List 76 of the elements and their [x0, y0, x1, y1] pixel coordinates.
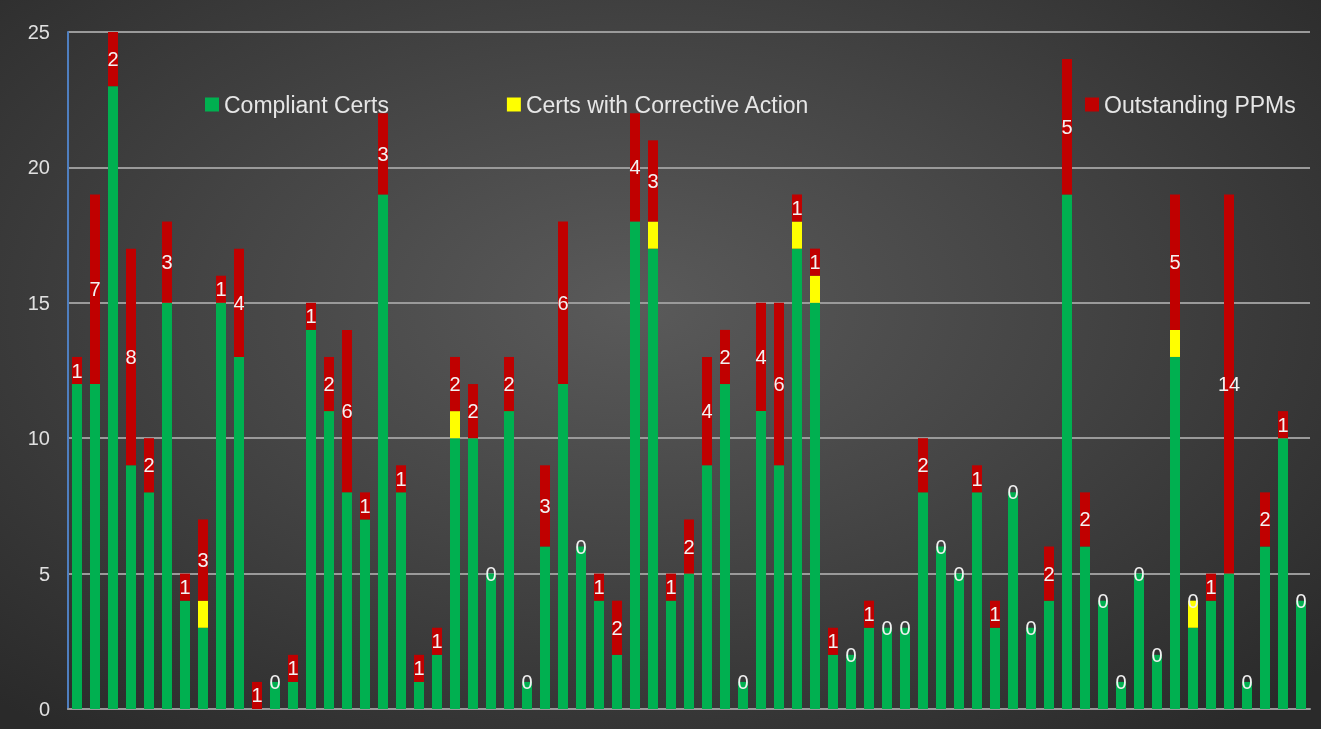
data-label: 1	[413, 657, 425, 680]
y-tick-label: 25	[27, 21, 50, 43]
data-label: 1	[827, 630, 839, 653]
data-label: 1	[971, 467, 983, 490]
data-label: 4	[701, 400, 713, 423]
data-label: 0	[845, 643, 857, 666]
data-label: 2	[611, 616, 623, 639]
data-label: 3	[647, 169, 659, 192]
y-tick-label: 10	[27, 427, 50, 450]
data-label: 6	[773, 373, 785, 396]
data-label: 1	[1277, 413, 1289, 436]
data-label: 0	[1025, 616, 1037, 639]
data-label: 2	[1079, 508, 1091, 531]
data-label: 7	[89, 278, 101, 301]
data-label: 0	[521, 670, 533, 693]
data-label: 0	[1151, 643, 1163, 666]
data-label: 2	[683, 535, 695, 558]
data-label: 2	[143, 454, 155, 477]
data-label: 2	[449, 373, 461, 396]
data-label: 2	[323, 373, 335, 396]
data-label: 2	[503, 373, 515, 396]
data-label: 2	[1043, 562, 1055, 585]
data-label: 1	[359, 494, 371, 517]
data-label: 0	[935, 535, 947, 558]
data-label: 2	[917, 454, 929, 477]
data-label: 1	[989, 603, 1001, 626]
data-label: 1	[791, 197, 803, 220]
data-label: 3	[197, 549, 209, 572]
data-label: 1	[215, 278, 227, 301]
data-label: 2	[107, 48, 119, 71]
data-label: 0	[737, 670, 749, 693]
y-tick-label: 5	[38, 562, 50, 585]
data-label: 6	[557, 291, 569, 314]
data-label: 0	[1241, 670, 1253, 693]
data-label: 1	[593, 576, 605, 599]
y-tick-label: 20	[27, 156, 50, 179]
data-label: 2	[719, 345, 731, 368]
data-label: 1	[71, 359, 83, 382]
data-label: 1	[665, 576, 677, 599]
data-label: 4	[629, 156, 641, 179]
legend-label: Compliant Certs	[224, 91, 389, 118]
data-label: 1	[809, 251, 821, 274]
data-label: 1	[179, 576, 191, 599]
legend-label: Outstanding PPMs	[1104, 91, 1296, 118]
data-label: 0	[1007, 481, 1019, 504]
data-label: 0	[1295, 589, 1307, 612]
data-label: 2	[467, 400, 479, 423]
data-label: 5	[1169, 251, 1181, 274]
data-label: 0	[1115, 670, 1127, 693]
y-tick-label: 0	[38, 698, 50, 720]
data-label: 3	[539, 494, 551, 517]
data-label: 1	[431, 630, 443, 653]
data-label: 1	[1205, 576, 1217, 599]
data-label: 0	[953, 562, 965, 585]
data-label: 0	[485, 562, 497, 585]
data-label: 6	[341, 400, 353, 423]
data-label: 3	[377, 142, 389, 165]
data-label: 0	[1133, 562, 1145, 585]
data-label: 0	[881, 616, 893, 639]
legend-label: Certs with Corrective Action	[525, 91, 809, 118]
data-label: 8	[125, 345, 137, 368]
data-label: 2	[1259, 508, 1271, 531]
data-label: 5	[1061, 115, 1073, 138]
data-label: 3	[161, 251, 173, 274]
data-label: 0	[575, 535, 587, 558]
data-label: 1	[863, 603, 875, 626]
data-label: 4	[233, 291, 245, 314]
data-label: 1	[305, 305, 317, 328]
data-label: 1	[251, 684, 263, 707]
data-label: 4	[755, 345, 767, 368]
data-label: 0	[269, 670, 281, 693]
data-label: 0	[899, 616, 911, 639]
data-label: 1	[287, 657, 299, 680]
data-label: 1	[395, 467, 407, 490]
y-tick-label: 15	[27, 291, 50, 314]
data-label: 0	[1097, 589, 1109, 612]
